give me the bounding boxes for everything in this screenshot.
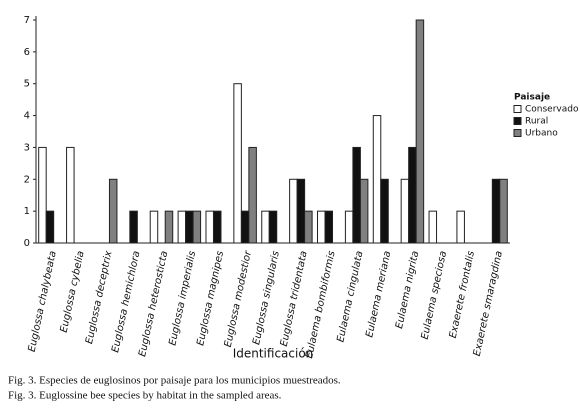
legend-swatch — [513, 117, 522, 125]
bar — [344, 210, 354, 244]
bar — [205, 210, 214, 244]
y-tick-label: 5 — [24, 79, 30, 90]
bar — [108, 178, 118, 244]
bar — [38, 146, 47, 244]
x-tick-label: Euglossa chalybeata — [27, 250, 59, 353]
bar — [380, 178, 389, 244]
bar — [317, 210, 326, 244]
y-tick-label: 2 — [24, 174, 30, 185]
x-tick-label: Euglossa magnipes — [195, 250, 226, 347]
bar — [240, 210, 250, 244]
legend-label: Conservado — [525, 105, 579, 115]
bar — [491, 178, 501, 244]
bar — [499, 178, 508, 244]
x-tick-label: Eulaema bombiformis — [304, 250, 338, 359]
y-tick-label: 0 — [24, 238, 30, 249]
bar — [428, 210, 438, 244]
x-tick-label: Euglossa imperialis — [167, 250, 198, 347]
legend-label: Urbano — [525, 129, 558, 139]
bar — [296, 178, 306, 244]
x-tick-label: Eulaema speciosa — [420, 250, 450, 341]
y-tick-label: 4 — [24, 111, 30, 122]
bar — [304, 210, 313, 244]
x-tick-label: Exaerete frontalis — [448, 250, 477, 339]
bar — [352, 146, 361, 244]
bar — [149, 210, 159, 244]
x-tick-label: Eulaema meriana — [364, 250, 393, 339]
legend-swatch — [513, 129, 522, 137]
bar — [289, 178, 298, 244]
y-tick-label: 7 — [24, 15, 30, 26]
caption: Fig. 3. Euglossine bee species by habita… — [8, 390, 282, 402]
x-tick-label: Euglossa singularis — [251, 250, 282, 346]
bar — [456, 210, 465, 244]
x-axis-label: Identificación — [233, 347, 314, 361]
x-tick-label: Exaerete smaragdina — [472, 250, 505, 357]
legend-swatch — [513, 105, 522, 113]
legend-label: Rural — [525, 117, 548, 127]
x-tick-label: Euglossa modestior — [223, 249, 254, 348]
bar — [185, 210, 194, 244]
bar — [177, 210, 187, 244]
bar — [268, 210, 278, 244]
legend-title: Paisaje — [514, 93, 550, 103]
bar — [192, 210, 202, 244]
bar — [233, 83, 242, 244]
x-tick-label: Eulaema nigrita — [394, 250, 421, 330]
bar — [248, 146, 257, 244]
x-tick-label: Euglossa tridentata — [279, 250, 310, 348]
bar — [415, 19, 425, 244]
caption: Fig. 3. Especies de euglosinos por paisa… — [8, 375, 341, 387]
x-tick-label: Euglossa deceptrix — [84, 250, 114, 345]
bar — [408, 146, 417, 244]
bar — [129, 210, 138, 244]
y-tick-label: 1 — [24, 206, 30, 217]
bar — [261, 210, 270, 244]
x-tick-label: Eulaema cingulata — [335, 250, 365, 343]
bar — [164, 210, 174, 244]
bar — [212, 210, 222, 244]
x-tick-label: Euglossa heterosticta — [137, 250, 170, 358]
bar — [400, 178, 410, 244]
x-tick-label: Euglossa hemichlora — [110, 250, 142, 354]
y-tick-label: 3 — [24, 142, 30, 153]
bar — [372, 115, 382, 244]
y-tick-label: 6 — [24, 47, 30, 58]
bar — [324, 210, 334, 244]
bar — [359, 178, 369, 244]
x-tick-label: Euglossa cybelia — [59, 250, 87, 334]
bar — [66, 146, 75, 244]
bar — [45, 210, 55, 244]
